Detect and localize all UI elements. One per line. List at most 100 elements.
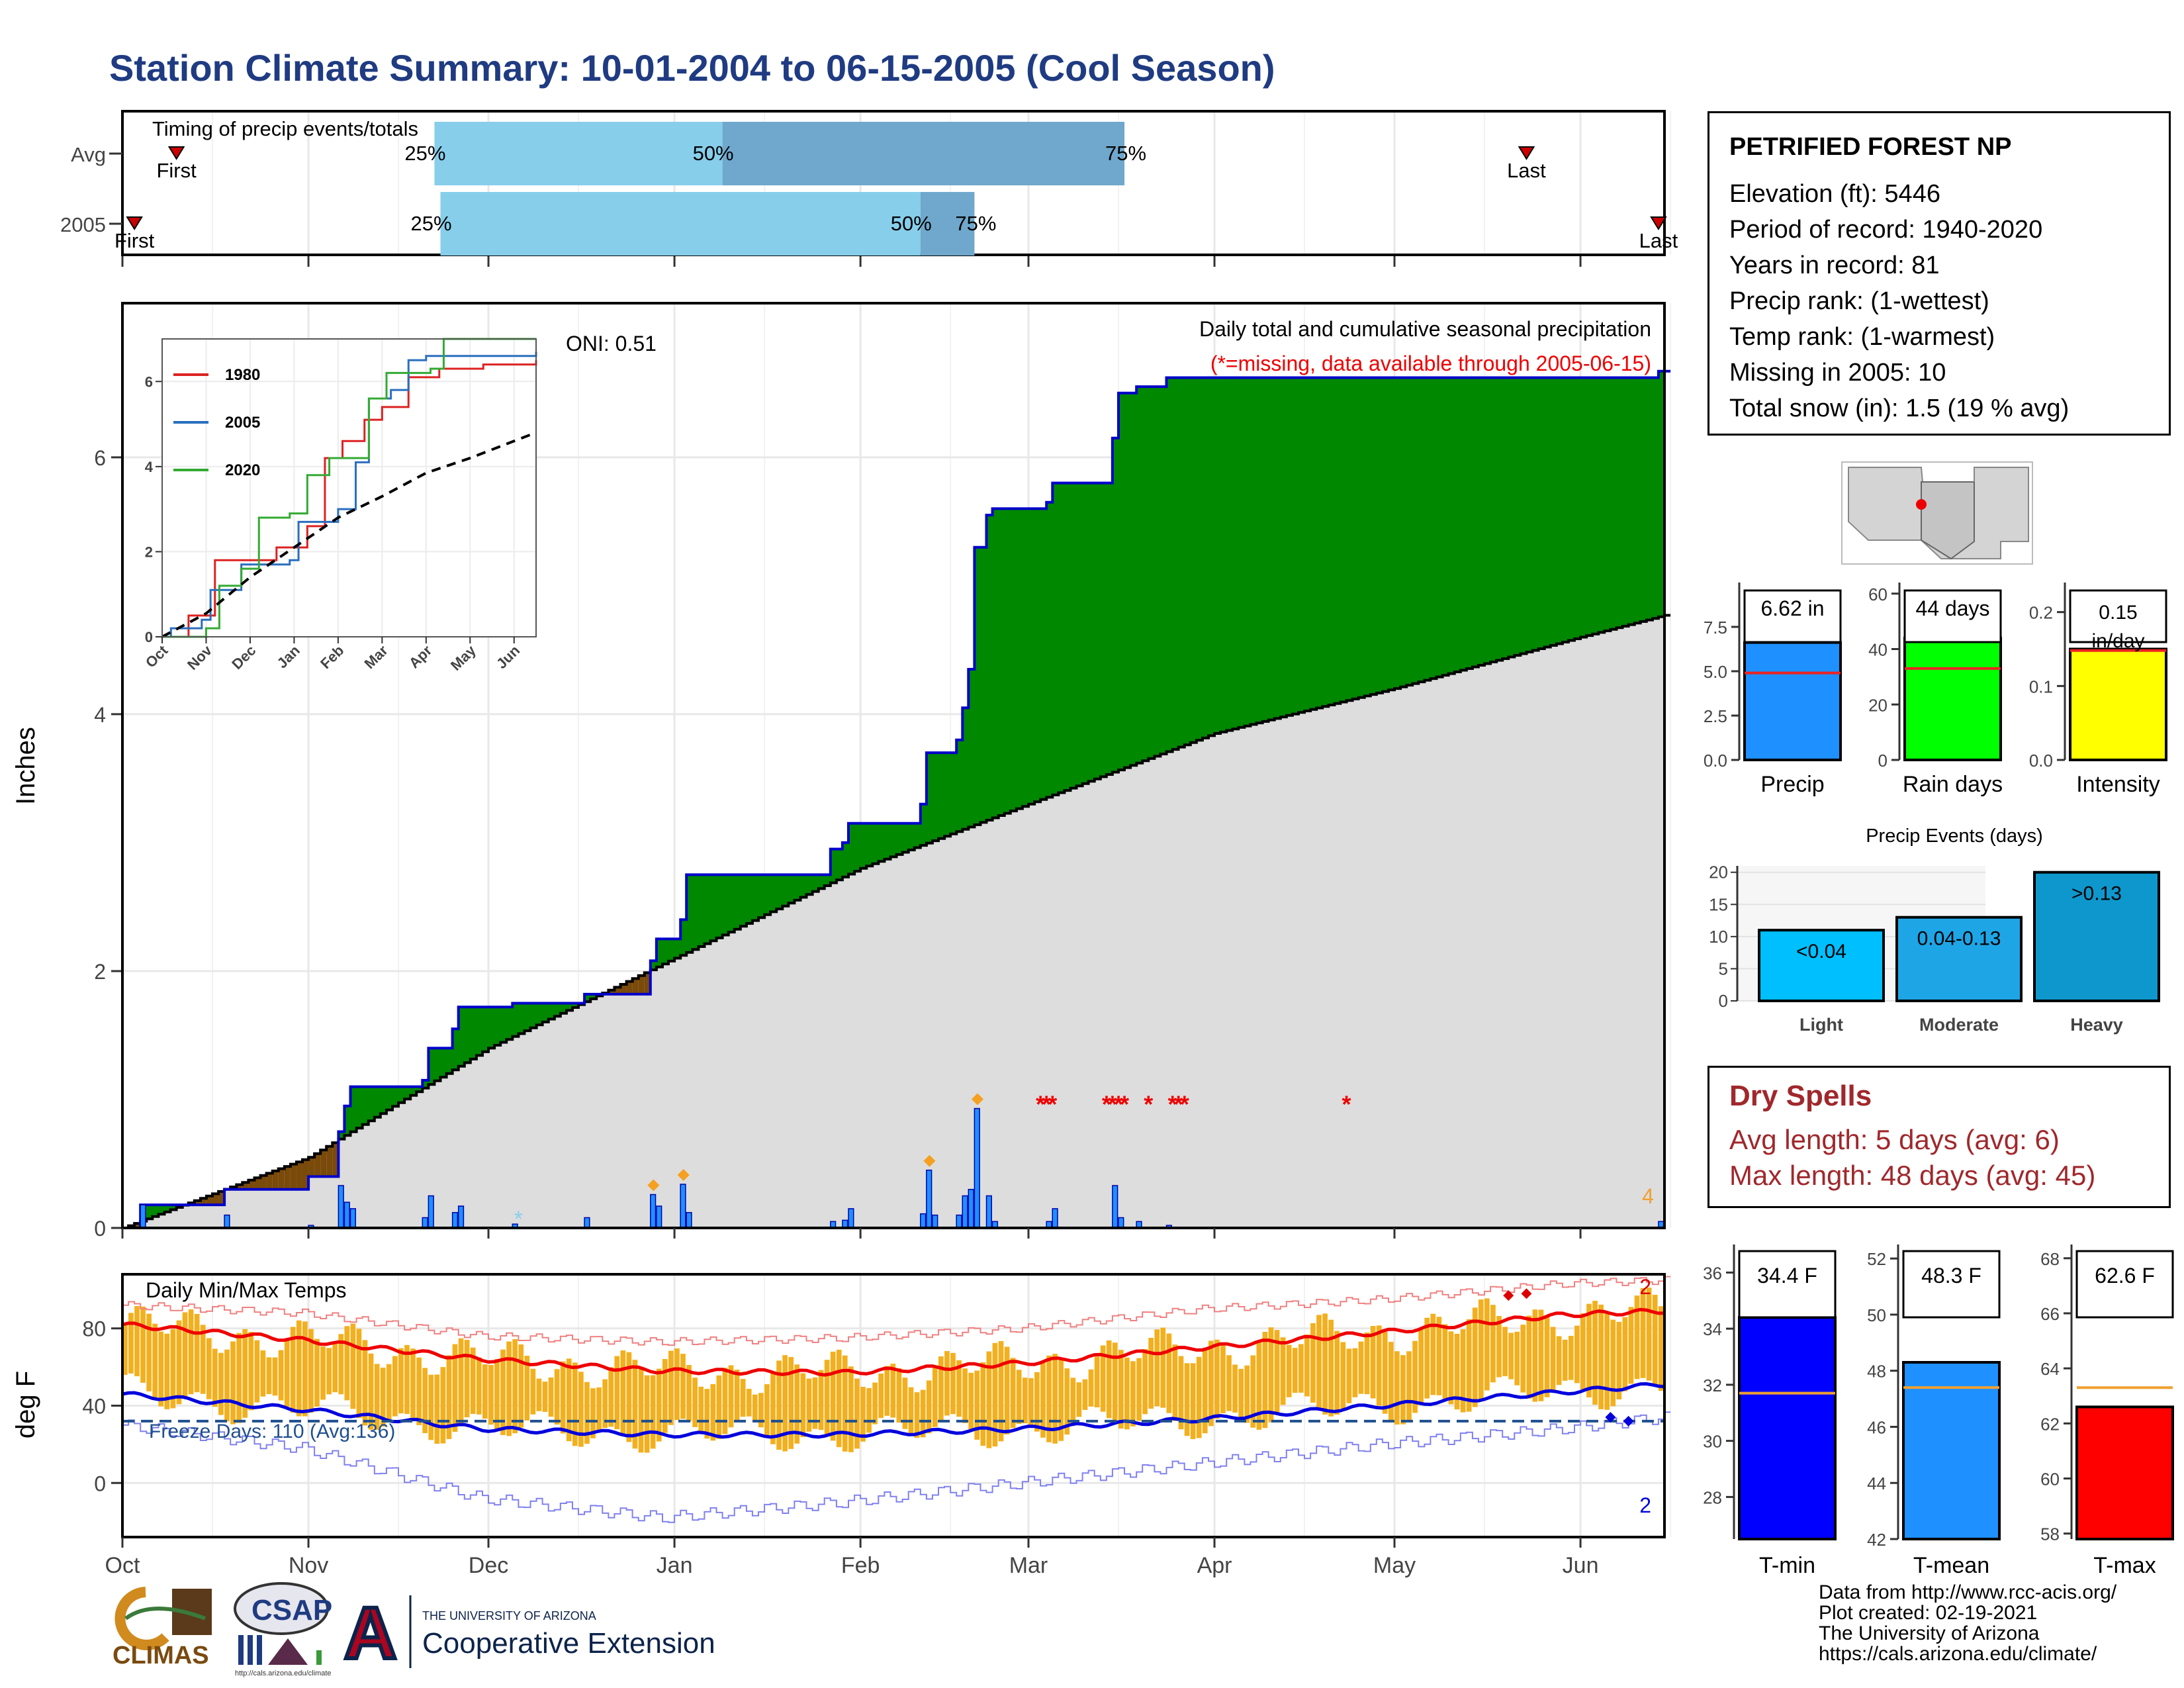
daily-temp-range-bar <box>1364 1332 1370 1395</box>
daily-temp-range-bar <box>746 1389 752 1417</box>
above-normal-area <box>686 874 693 953</box>
record-high-marker <box>1503 1290 1514 1301</box>
daily-temp-range-bar <box>740 1379 746 1417</box>
daily-temp-range-bar <box>1586 1303 1592 1398</box>
normal-area <box>668 961 675 1228</box>
above-normal-area <box>434 1048 441 1081</box>
above-normal-area <box>1286 377 1293 716</box>
daily-temp-range-bar <box>332 1342 338 1393</box>
normal-area <box>710 941 717 1228</box>
daily-precip-bar <box>680 1184 686 1229</box>
summary-bar-2 <box>2069 647 2167 761</box>
daily-precip-bar <box>349 1208 356 1229</box>
above-normal-area <box>890 823 897 857</box>
inset-x-tick-label: Nov <box>184 641 216 673</box>
normal-area <box>146 1219 153 1228</box>
daily-temp-range-bar <box>1562 1339 1568 1381</box>
above-normal-area <box>1334 377 1342 704</box>
daily-precip-bar <box>962 1195 968 1229</box>
daily-temp-range-bar <box>1154 1329 1160 1407</box>
above-normal-area <box>1388 377 1395 690</box>
daily-temp-range-bar <box>1268 1327 1274 1423</box>
daily-temp-range-bar <box>764 1384 770 1436</box>
above-normal-area <box>1280 377 1287 718</box>
daily-temp-range-bar <box>1124 1357 1130 1430</box>
daily-temp-range-bar <box>1130 1361 1136 1427</box>
event-bar <box>2033 870 2160 1002</box>
daily-temp-range-bar <box>1220 1345 1226 1413</box>
daily-temp-range-bar <box>674 1348 680 1421</box>
normal-area <box>1406 685 1413 1228</box>
daily-temp-range-bar <box>1412 1340 1418 1413</box>
daily-temp-range-bar <box>848 1366 854 1452</box>
daily-temp-range-bar <box>1250 1355 1256 1428</box>
csap-logo: CSAP http://cals.arizona.edu/climate <box>234 1582 332 1677</box>
daily-temp-range-bar <box>578 1372 584 1447</box>
above-normal-area <box>842 842 849 877</box>
above-normal-area <box>554 1003 561 1017</box>
daily-temp-range-bar <box>1628 1307 1634 1384</box>
above-normal-area <box>1382 377 1389 692</box>
above-normal-area <box>494 1007 501 1045</box>
daily-temp-range-bar <box>1010 1358 1016 1429</box>
daily-temp-range-bar <box>260 1350 266 1397</box>
normal-area <box>686 952 693 1228</box>
daily-temp-range-bar <box>644 1375 650 1453</box>
daily-temp-range-bar <box>206 1338 212 1399</box>
above-normal-area <box>1598 377 1605 633</box>
normal-area <box>554 1016 561 1228</box>
normal-area <box>314 1153 321 1228</box>
above-normal-area <box>1184 377 1191 745</box>
above-normal-area <box>1550 377 1557 645</box>
daily-temp-range-bar <box>986 1351 992 1448</box>
above-normal-area <box>1358 377 1365 698</box>
precip-corner-count: 4 <box>1642 1184 1654 1208</box>
normal-area <box>1064 790 1071 1228</box>
normal-area <box>308 1157 315 1228</box>
daily-precip-bar <box>920 1213 927 1229</box>
events-y-tick-label: 20 <box>1709 863 1728 882</box>
ua-logo: A THE UNIVERSITY OF ARIZONA Cooperative … <box>342 1591 715 1676</box>
normal-area <box>542 1021 549 1228</box>
daily-temp-range-bar <box>560 1361 566 1434</box>
below-normal-area <box>218 1191 225 1205</box>
above-normal-area <box>548 1003 555 1019</box>
daily-temp-range-bar <box>1646 1288 1652 1381</box>
daily-temp-range-bar <box>962 1368 968 1423</box>
above-normal-area <box>896 823 903 855</box>
normal-area <box>752 920 759 1228</box>
daily-temp-range-bar <box>1652 1294 1658 1386</box>
normal-area <box>836 880 843 1228</box>
normal-area <box>476 1055 483 1228</box>
daily-temp-range-bar <box>530 1368 536 1415</box>
month-axis-label: Jun <box>1563 1553 1599 1578</box>
above-normal-area <box>1634 377 1641 624</box>
daily-temp-range-bar <box>1214 1339 1220 1419</box>
normal-area <box>902 852 909 1228</box>
daily-temp-range-bar <box>596 1387 602 1432</box>
snow-marker <box>677 1169 690 1182</box>
station-name: PETRIFIED FOREST NP <box>1729 133 2012 161</box>
inset-legend-label: 1980 <box>225 366 260 384</box>
normal-area <box>1556 643 1563 1228</box>
above-normal-area <box>1028 508 1035 804</box>
above-normal-area <box>1130 393 1137 766</box>
normal-area <box>1364 696 1371 1228</box>
below-normal-area <box>206 1196 213 1205</box>
daily-temp-range-bar <box>752 1394 758 1421</box>
daily-temp-range-bar <box>224 1349 230 1422</box>
normal-area <box>1034 802 1041 1228</box>
below-normal-area <box>608 990 615 994</box>
daily-temp-range-bar <box>854 1378 860 1449</box>
daily-temp-range-bar <box>788 1356 794 1449</box>
above-normal-area <box>1268 377 1275 720</box>
normal-area <box>956 831 963 1228</box>
daily-temp-range-bar <box>482 1364 488 1419</box>
ua-small-text: THE UNIVERSITY OF ARIZONA <box>422 1609 596 1622</box>
daily-temp-range-bar <box>992 1342 998 1447</box>
normal-area <box>1436 677 1443 1228</box>
normal-area <box>530 1027 537 1228</box>
normal-area <box>1460 670 1467 1228</box>
